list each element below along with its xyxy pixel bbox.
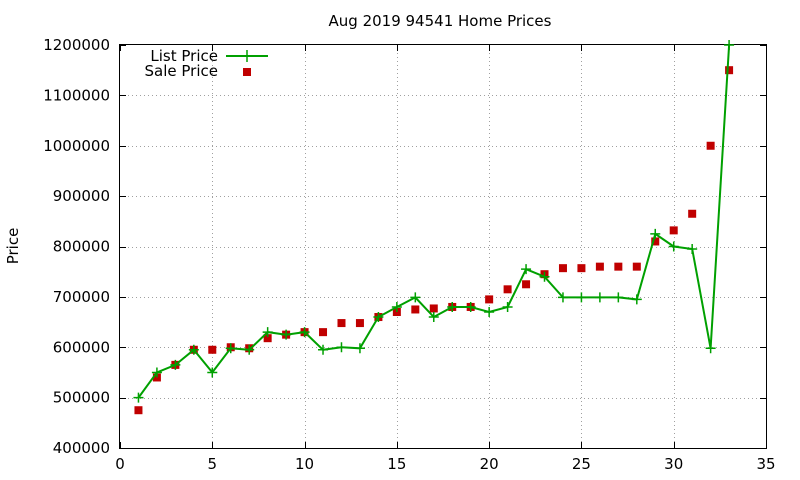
series-layer [133,40,735,415]
x-tick-label: 5 [208,455,218,473]
sale-price-point [485,295,494,304]
list-price-point [133,392,144,403]
legend-label-list-price: List Price [150,47,218,65]
list-price-point [373,312,384,323]
list-price-point [336,342,347,353]
sale-price-point [337,319,346,328]
sale-price-point [503,285,512,294]
legend-marker-sale-price [243,68,251,76]
y-tick-label: 700000 [53,288,110,306]
y-axis-label: Price [4,228,22,265]
list-price-point [465,301,476,312]
list-price-point [484,306,495,317]
list-price-point [724,40,735,50]
legend: List Price Sale Price [145,47,268,80]
y-tick-label: 1100000 [43,86,110,104]
list-price-point [391,301,402,312]
y-tick-label: 1200000 [43,36,110,54]
plot-frame [119,44,767,449]
list-price-point [557,292,568,303]
x-tick-label: 20 [480,455,499,473]
list-price-point [281,329,292,340]
x-tick-label: 35 [756,455,775,473]
x-tick-label: 30 [664,455,683,473]
sale-price-point [522,280,531,289]
y-tick-label: 900000 [53,187,110,205]
chart-title: Aug 2019 94541 Home Prices [329,12,552,30]
sale-price-point [632,262,641,271]
sale-price-point [706,141,715,150]
series-list-price [133,40,735,403]
list-price-point [262,327,273,338]
sale-price-point [319,328,328,337]
sale-price-point [208,345,217,354]
list-price-point [594,292,605,303]
list-price-point [521,264,532,275]
list-price-point [539,271,550,282]
sale-price-point [263,334,272,343]
list-price-point [650,228,661,239]
list-price-point [299,327,310,338]
list-price-point [613,292,624,303]
y-tick-label: 800000 [53,238,110,256]
legend-marker-list-price [241,50,253,62]
series-sale-price [134,66,734,415]
x-tick-label: 10 [295,455,314,473]
list-price-point [705,343,716,354]
sale-price-point [134,406,143,415]
sale-price-point [392,307,401,316]
y-tick-label: 600000 [53,338,110,356]
list-price-point [410,292,421,303]
list-price-point [502,301,513,312]
sale-price-point [725,66,734,75]
list-price-point [428,312,439,323]
sale-price-point [595,262,604,271]
sale-price-point [614,262,623,271]
list-price-point [225,343,236,354]
sale-price-point [411,305,420,314]
sale-price-point [558,264,567,273]
list-price-point [244,344,255,355]
y-tick-label: 400000 [53,439,110,457]
list-price-point [151,367,162,378]
list-price-point [631,294,642,305]
sale-price-point [651,237,660,246]
list-price-point [354,343,365,354]
list-price-point [576,292,587,303]
y-tick-label: 500000 [53,389,110,407]
x-tick-label: 25 [572,455,591,473]
list-price-point [188,344,199,355]
list-price-point [447,301,458,312]
sale-price-point [429,304,438,313]
list-price-point [318,344,329,355]
list-price-point [687,244,698,255]
sale-price-point [152,373,161,382]
y-tick-label: 1000000 [43,137,110,155]
sale-price-point [355,319,364,328]
list-price-point [170,359,181,370]
x-tick-label: 0 [115,455,125,473]
list-price-point [207,367,218,378]
x-tick-label: 15 [387,455,406,473]
axis-ticks: 0 5 10 15 20 25 30 35 400000 500000 600000 700000 80… [43,36,775,473]
list-price-point [668,241,679,252]
legend-label-sale-price: Sale Price [145,62,218,80]
sale-price-point [688,209,697,218]
sale-price-point [669,226,678,235]
sale-price-point [577,264,586,273]
